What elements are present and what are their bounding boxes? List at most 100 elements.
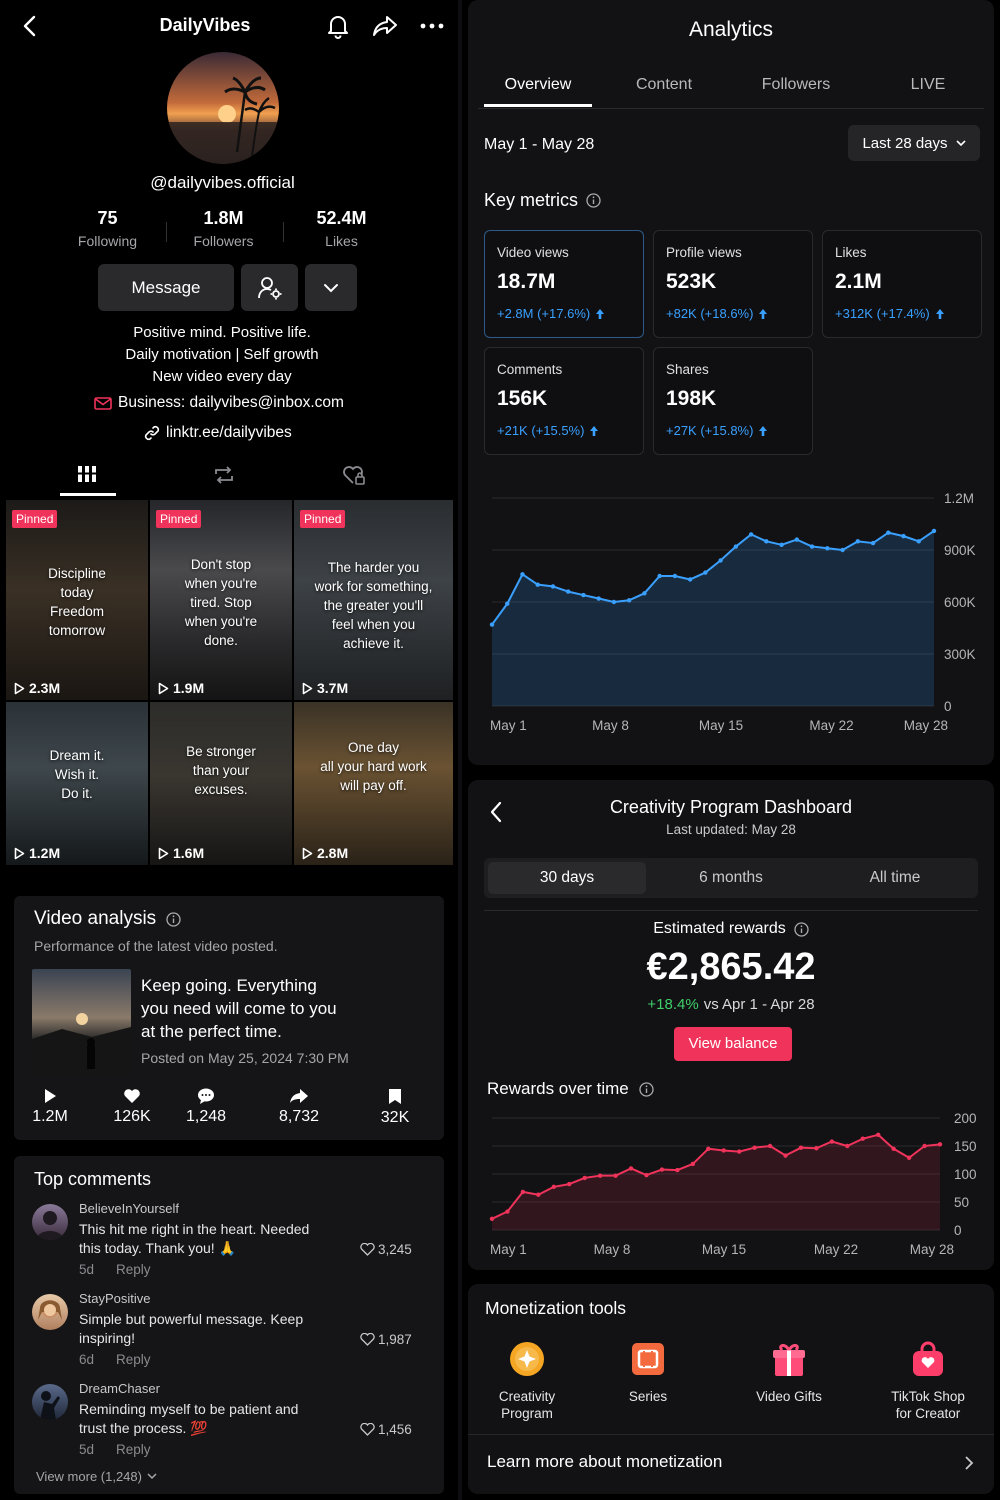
x-tick-label: May 22 [814, 1242, 858, 1257]
metric-label: Likes [835, 245, 867, 260]
stat-divider [166, 222, 167, 242]
data-point [535, 582, 540, 587]
data-point [752, 1145, 757, 1150]
metric-change-text: +82K (+18.6%) [666, 306, 754, 321]
comment-user[interactable]: BelieveInYourself [79, 1201, 179, 1216]
series-line [491, 530, 935, 626]
tab-live[interactable]: LIVE [910, 76, 946, 93]
caption-line: at the perfect time. [141, 1022, 282, 1041]
reply-button[interactable]: Reply [116, 1442, 151, 1457]
metric-card-video-views[interactable]: Video views 18.7M +2.8M (+17.6%) [484, 230, 644, 338]
metric-change: +82K (+18.6%) [666, 306, 800, 321]
video-thumbnail[interactable]: Pinned The harder you work for something… [294, 500, 453, 700]
quote-line: Do it. [61, 786, 93, 801]
tool-creativity-program[interactable]: Creativity Program [482, 1340, 572, 1422]
comment-like[interactable]: 1,987 [360, 1332, 412, 1347]
data-point [536, 1192, 541, 1197]
info-icon[interactable] [794, 921, 809, 937]
play-icon [302, 682, 313, 694]
comment-line: Simple but powerful message. Keep [79, 1311, 304, 1327]
add-friend-button[interactable] [241, 264, 298, 311]
bell-icon[interactable] [326, 13, 350, 39]
quote-line: when you're [184, 576, 258, 591]
metric-card-comments[interactable]: Comments 156K +21K (+15.5%) [484, 347, 644, 455]
chevron-down-icon [147, 1473, 157, 1480]
x-tick-label: May 15 [699, 718, 743, 733]
metric-change-text: +2.8M (+17.6%) [497, 306, 591, 321]
metric-value: 2.1M [835, 270, 882, 293]
video-quote: Dream it. Wish it. Do it. [14, 746, 140, 803]
avatar[interactable] [32, 1384, 68, 1420]
arrow-up-icon [590, 425, 599, 436]
view-balance-button[interactable]: View balance [674, 1027, 792, 1061]
video-shares: 8,732 [266, 1088, 332, 1126]
metric-card-profile-views[interactable]: Profile views 523K +82K (+18.6%) [653, 230, 813, 338]
comment-like[interactable]: 3,245 [360, 1242, 412, 1257]
tool-video-gifts[interactable]: Video Gifts [744, 1340, 834, 1405]
latest-video-thumbnail[interactable] [32, 969, 131, 1077]
range-select[interactable]: Last 28 days [848, 125, 980, 161]
data-point [672, 573, 678, 579]
share-icon[interactable] [372, 14, 398, 38]
view-count-text: 2.8M [317, 845, 349, 861]
business-email[interactable]: Business: dailyvibes@inbox.com [94, 394, 344, 412]
stat-followers[interactable]: 1.8M Followers [176, 208, 271, 249]
data-point [845, 1143, 850, 1149]
estimated-rewards-header: Estimated rewards [468, 920, 994, 938]
comment-like[interactable]: 1,456 [360, 1422, 412, 1437]
bookmark-icon [389, 1089, 401, 1104]
back-arrow-icon[interactable] [488, 800, 504, 824]
avatar[interactable] [32, 1204, 68, 1240]
quote-line: Dream it. [49, 748, 105, 763]
avatar[interactable] [167, 52, 279, 164]
video-thumbnail[interactable]: Pinned Don't stop when you're tired. Sto… [150, 500, 292, 700]
arrow-up-icon [935, 308, 944, 319]
tool-series[interactable]: Series [608, 1340, 688, 1405]
tool-tiktok-shop[interactable]: TikTok Shop for Creator [878, 1340, 978, 1422]
more-options-icon[interactable] [420, 22, 444, 30]
view-count-text: 1.6M [173, 845, 205, 861]
tab-content[interactable]: Content [635, 76, 693, 93]
video-thumbnail[interactable]: Pinned Discipline today Freedom tomorrow… [6, 500, 148, 700]
period-all-time[interactable]: All time [869, 869, 921, 886]
info-icon[interactable] [586, 193, 601, 208]
video-thumbnail[interactable]: One day all your hard work will pay off.… [294, 702, 453, 865]
tab-overview[interactable]: Overview [504, 76, 572, 93]
date-range: May 1 - May 28 [484, 136, 595, 153]
videos-grid-tab[interactable] [76, 463, 98, 485]
tab-followers[interactable]: Followers [761, 76, 831, 93]
creativity-program-icon [510, 1342, 544, 1376]
reply-button[interactable]: Reply [116, 1352, 151, 1367]
profile-link[interactable]: linktr.ee/dailyvibes [144, 424, 292, 442]
comment-user[interactable]: StayPositive [79, 1291, 151, 1306]
avatar[interactable] [32, 1294, 68, 1330]
x-tick-label: May 8 [592, 718, 629, 733]
metric-card-likes[interactable]: Likes 2.1M +312K (+17.4%) [822, 230, 982, 338]
metric-change-text: +312K (+17.4%) [835, 306, 930, 321]
more-suggestions-button[interactable] [305, 264, 357, 311]
video-thumbnail[interactable]: Dream it. Wish it. Do it. 1.2M [6, 702, 148, 865]
reposts-tab[interactable] [212, 464, 236, 486]
metric-card-shares[interactable]: Shares 198K +27K (+15.8%) [653, 347, 813, 455]
back-arrow-icon[interactable] [20, 14, 40, 38]
message-button[interactable]: Message [98, 264, 234, 311]
video-thumbnail[interactable]: Be stronger than your excuses. 1.6M [150, 702, 292, 865]
heart-icon [124, 1089, 140, 1103]
tool-label: Program [501, 1406, 553, 1421]
data-point [825, 546, 830, 551]
comment-user[interactable]: DreamChaser [79, 1381, 160, 1396]
chevron-right-icon[interactable] [964, 1455, 974, 1471]
liked-tab[interactable] [342, 464, 366, 486]
period-30-days[interactable]: 30 days [488, 862, 646, 894]
stat-following[interactable]: 75 Following [60, 208, 155, 249]
view-more-comments[interactable]: View more (1,248) [36, 1469, 157, 1484]
quote-line: Discipline [48, 566, 106, 581]
quote-line: than your [192, 763, 250, 778]
arrow-up-icon [759, 308, 768, 319]
info-icon[interactable] [166, 911, 181, 927]
reply-button[interactable]: Reply [116, 1262, 151, 1277]
learn-more-link[interactable]: Learn more about monetization [487, 1452, 723, 1471]
period-6-months[interactable]: 6 months [699, 869, 763, 886]
info-icon[interactable] [639, 1081, 654, 1097]
data-point [489, 1216, 495, 1221]
